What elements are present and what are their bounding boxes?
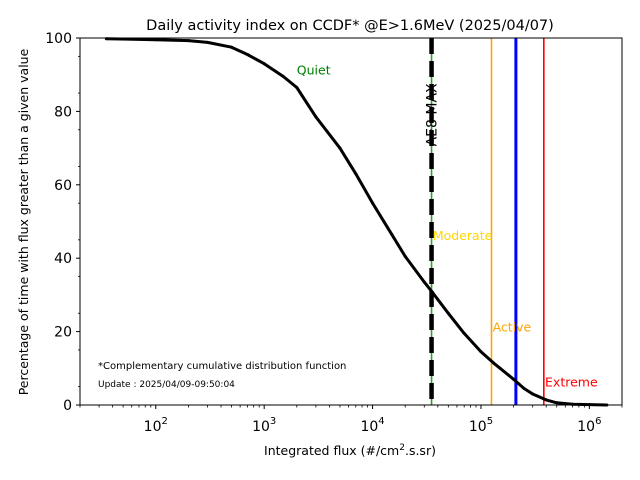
data-point: [262, 62, 266, 66]
annotation-ae8-max: AE8 MAX: [425, 83, 441, 146]
data-point: [462, 331, 466, 335]
ccdf-curve-0: [106, 37, 607, 407]
data-point: [446, 311, 450, 315]
x-tick-label: 105: [469, 416, 493, 435]
x-tick-label: 104: [360, 416, 384, 435]
y-tick-label: 20: [54, 325, 72, 341]
data-point: [512, 377, 516, 381]
update-timestamp: Update : 2025/04/09-09:50:04: [98, 380, 235, 390]
data-point: [422, 280, 426, 284]
data-point: [281, 75, 285, 78]
x-tick-label: 103: [252, 416, 276, 435]
data-point: [555, 401, 559, 405]
data-point: [498, 366, 502, 370]
chart-title: Daily activity index on CCDF* @E>1.6MeV …: [146, 18, 554, 34]
annotation-moderate: Moderate: [433, 228, 493, 243]
x-tick-label: 106: [577, 416, 601, 435]
y-tick-label: 0: [63, 398, 72, 414]
data-point: [491, 361, 495, 365]
data-point: [230, 45, 233, 49]
annotation-quiet: Quiet: [297, 63, 331, 78]
x-tick-label: 102: [144, 416, 168, 435]
data-point: [522, 387, 526, 390]
x-axis-label: Integrated flux (#/cm2.s.sr): [264, 443, 436, 458]
y-tick-label: 60: [54, 178, 72, 194]
data-point: [390, 232, 394, 236]
y-tick-label: 80: [54, 104, 72, 120]
footnote: *Complementary cumulative distribution f…: [98, 361, 346, 372]
annotation-extreme: Extreme: [545, 375, 598, 390]
data-point: [338, 146, 342, 150]
data-point: [245, 53, 249, 56]
data-point: [186, 39, 190, 43]
y-tick-label: 40: [54, 251, 72, 267]
data-point: [206, 40, 209, 44]
plot-frame: [79, 37, 623, 406]
data-point: [403, 254, 407, 258]
annotation-active: Active: [493, 320, 532, 335]
data-point: [531, 392, 535, 396]
data-point: [295, 86, 299, 89]
data-point: [544, 398, 548, 402]
data-point: [479, 350, 483, 354]
y-axis-label: Percentage of time with flux greater tha…: [16, 48, 31, 395]
y-tick-label: 100: [45, 31, 72, 47]
data-point: [354, 172, 358, 176]
data-point: [371, 201, 375, 205]
data-point: [314, 115, 318, 119]
data-point: [154, 38, 158, 42]
